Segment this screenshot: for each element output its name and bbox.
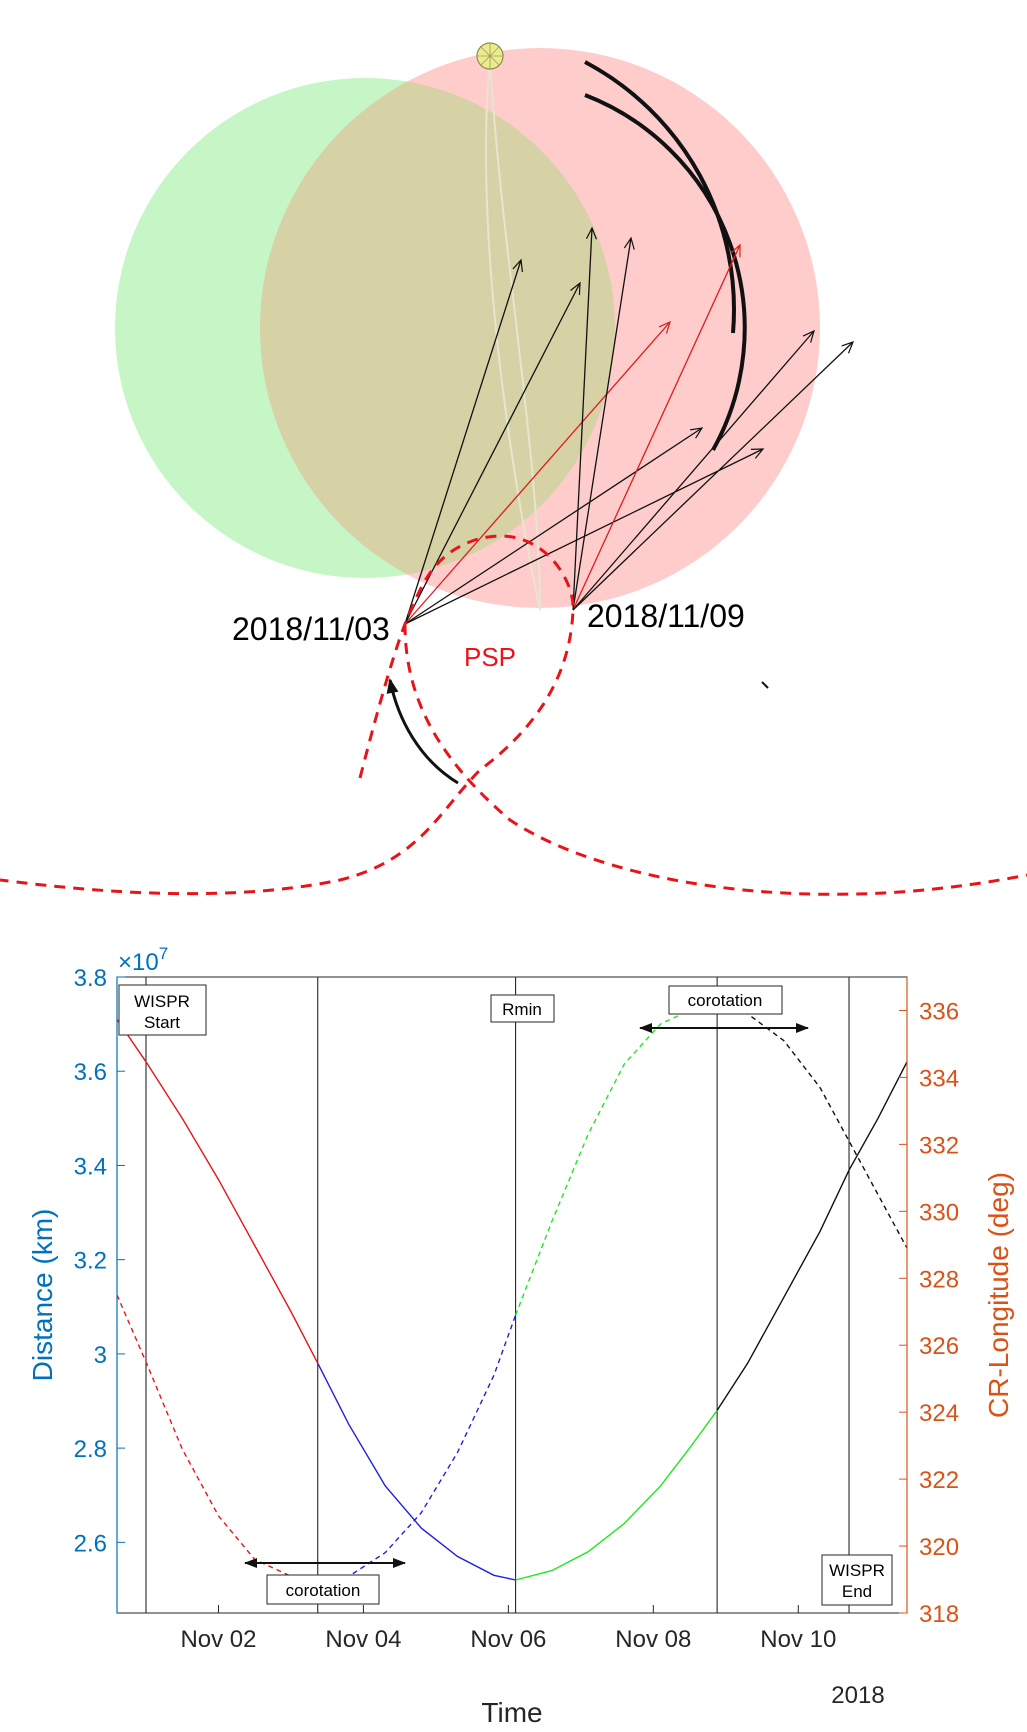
rmin-annotation: Rmin [490,994,555,1023]
y-right-tick-label: 322 [919,1467,959,1494]
year-label: 2018 [831,1682,884,1709]
y-right-tick-label: 334 [919,1065,959,1092]
y-left-tick-label: 3.2 [74,1248,107,1275]
y-right-tick-label: 328 [919,1266,959,1293]
x-tick-label: Nov 06 [470,1626,546,1653]
wispr-end-annotation: WISPR End [821,1554,893,1606]
corotation-top-label: corotation [688,991,763,1010]
psp-orbit-left [0,534,575,896]
view-arrow-red [572,243,741,611]
view-arrow [572,236,635,611]
meridian-curve [489,57,541,611]
view-arrow [572,340,855,611]
y-left-tick-label: 3.8 [74,965,107,992]
meridian-curve [485,57,541,611]
y-left-tick-label: 3 [94,1342,107,1369]
y-left-tick-label: 2.8 [74,1436,107,1463]
x-tick-label: Nov 10 [760,1626,836,1653]
distance-line [317,1362,516,1581]
rmin-label: Rmin [502,1000,542,1019]
wispr-end-line1: WISPR [829,1561,885,1580]
cr-longitude-line [117,1294,318,1581]
date-start-label: 2018/11/03 [232,611,390,647]
psp-orbit-right [403,623,1027,896]
view-arrow [404,281,581,625]
y-left-tick-label: 3.4 [74,1153,107,1180]
date-end-label: 2018/11/09 [587,598,745,634]
view-arrow [572,329,815,611]
view-arrow-red [404,320,671,625]
cr-longitude-line [514,1006,718,1316]
y-left-tick-label: 3.6 [74,1059,107,1086]
direction-arrow [386,678,459,785]
y-right-tick-label: 326 [919,1333,959,1360]
overlap-region [260,78,615,578]
wispr-start-annotation: WISPR Start [118,984,207,1036]
exponent-label: ×107 [118,944,168,976]
y-right-tick-label: 330 [919,1199,959,1226]
corotation-bottom-annotation: corotation [244,1558,406,1605]
view-arrow [572,226,598,611]
x-tick-label: Nov 02 [180,1626,256,1653]
psp-label: PSP [464,642,516,672]
x-tick-label: Nov 08 [615,1626,691,1653]
corotation-top-annotation: corotation [639,985,809,1033]
y-right-axis-label: CR-Longitude (deg) [983,1172,1014,1418]
corotation-bottom-label: corotation [286,1581,361,1600]
chart: Nov 02 Nov 04 Nov 06 Nov 08 Nov 10 2.6 2.8 3 3.… [27,944,1014,1728]
view-arrow [404,427,704,625]
y-right-tick-label: 318 [919,1601,959,1628]
wispr-start-line1: WISPR [134,992,190,1011]
wispr-start-line2: Start [144,1013,180,1032]
y-right-tick-label: 336 [919,998,959,1025]
tick-mark [761,681,769,689]
distance-line [117,1019,319,1364]
distance-line [716,1061,907,1411]
distance-line [515,1409,718,1581]
y-left-axis-label: Distance (km) [27,1209,58,1382]
y-right-tick-label: 324 [919,1400,959,1427]
plot-area [117,977,907,1613]
sun-icon [476,42,504,70]
y-right-tick-label: 320 [919,1534,959,1561]
view-arrow [404,258,524,625]
wispr-end-line2: End [842,1582,872,1601]
x-tick-label: Nov 04 [325,1626,401,1653]
y-right-tick-label: 332 [919,1132,959,1159]
corotation-diagram: 2018/11/03 2018/11/09 PSP [0,42,1027,896]
y-left-tick-label: 2.6 [74,1530,107,1557]
bold-arc-outer [584,60,736,334]
bold-arc-inner [584,93,747,451]
x-axis-label: Time [481,1697,542,1728]
